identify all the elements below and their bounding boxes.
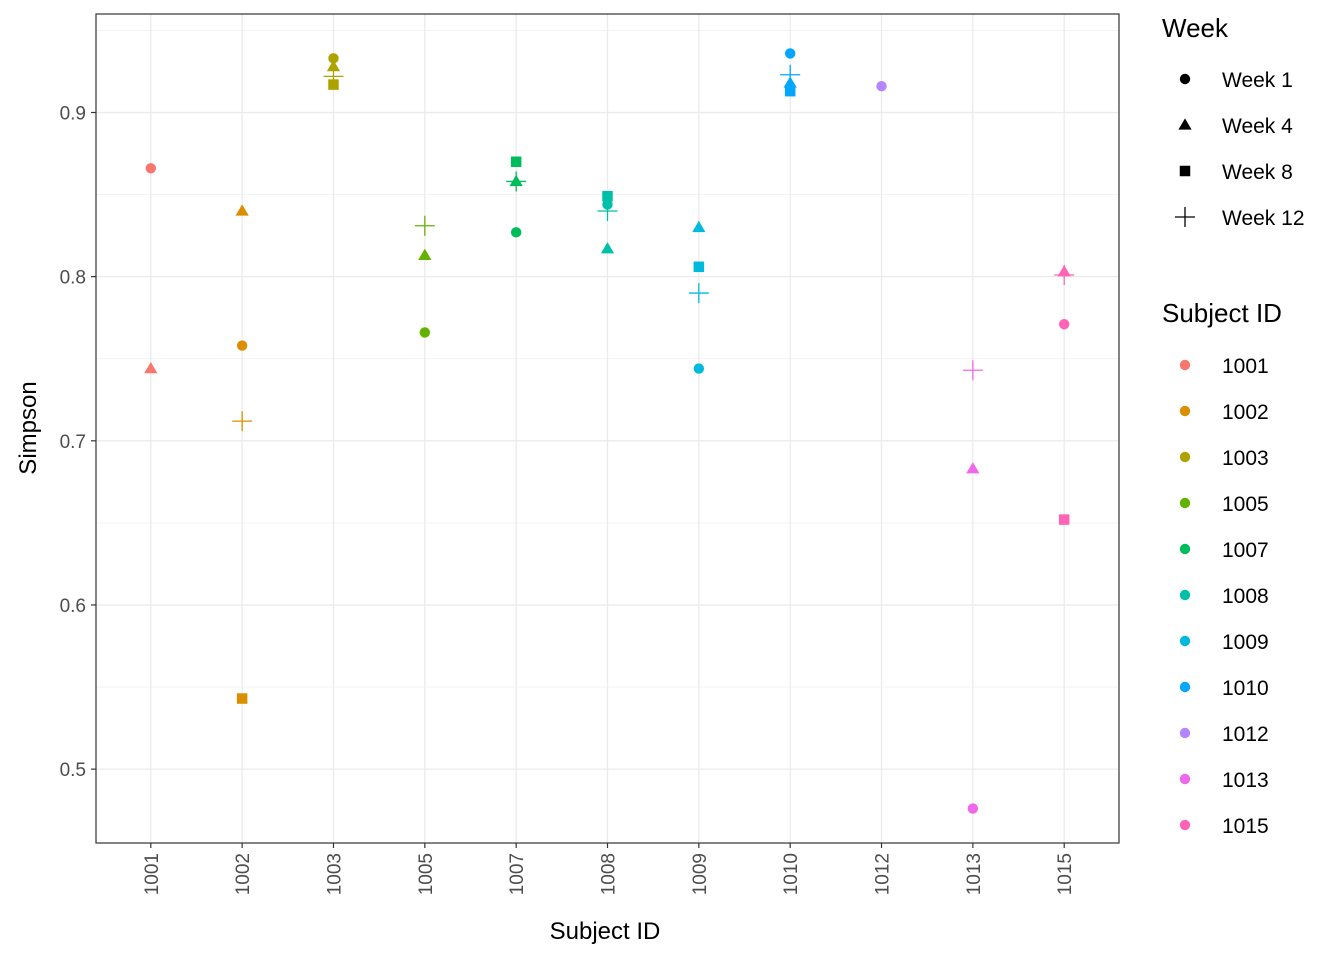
- legend-subject-label: 1003: [1222, 447, 1269, 470]
- data-point: [600, 242, 615, 254]
- x-tick-label: 1012: [873, 853, 894, 895]
- legend-subject-key: [1179, 359, 1191, 371]
- data-point: [510, 227, 522, 238]
- data-point: [1058, 514, 1070, 525]
- data-point: [145, 163, 157, 174]
- legend-subject-label: 1007: [1222, 539, 1269, 562]
- legend-subject-label: 1012: [1222, 723, 1269, 746]
- y-tick-label: 0.8: [60, 268, 86, 289]
- y-tick-label: 0.9: [60, 103, 86, 124]
- legend-subject-key: [1179, 497, 1191, 509]
- x-axis-title: Subject ID: [550, 918, 661, 945]
- data-point: [510, 156, 522, 167]
- legend-week-label: Week 4: [1222, 115, 1293, 138]
- x-tick-label: 1013: [964, 853, 985, 895]
- data-point: [1054, 265, 1075, 286]
- legend-subject-label: 1005: [1222, 493, 1269, 516]
- data-point: [235, 204, 249, 216]
- legend-subject-key: [1179, 635, 1191, 647]
- data-point: [876, 81, 887, 92]
- legend-week-key-circle: [1179, 73, 1191, 85]
- y-tick-label: 0.6: [60, 596, 86, 617]
- data-point: [966, 462, 980, 474]
- data-point: [418, 248, 432, 260]
- data-point: [326, 59, 341, 72]
- legend-subject-label: 1009: [1222, 631, 1269, 654]
- data-point: [419, 327, 431, 338]
- legend-week-key-triangle: [1178, 118, 1192, 130]
- data-point: [236, 340, 248, 351]
- x-tick-label: 1010: [781, 853, 802, 895]
- legend-subject-label: 1008: [1222, 585, 1269, 608]
- legend-subject-key: [1179, 543, 1191, 555]
- legend-week-key-square: [1179, 165, 1191, 177]
- legend-week-key-plus: [1175, 207, 1195, 227]
- y-axis-ticks: 0.5 0.6 0.7 0.8 0.9: [60, 103, 96, 781]
- legend-week-label: Week 8: [1222, 161, 1293, 184]
- data-point: [328, 53, 339, 64]
- data-point: [597, 200, 618, 221]
- legend-subject-key: [1179, 451, 1191, 463]
- data-point: [693, 363, 705, 374]
- data-point: [688, 283, 709, 304]
- data-point: [692, 220, 706, 233]
- legend-subject-label: 1002: [1222, 401, 1269, 424]
- data-point: [784, 48, 796, 59]
- legend-subject-id: Subject ID 1001 1002 1003 1005 1007 1008 1009 1…: [1162, 298, 1282, 838]
- x-tick-label: 1005: [416, 853, 437, 895]
- legend-subject-key: [1179, 773, 1191, 785]
- data-point: [414, 215, 435, 236]
- data-point: [1058, 319, 1070, 330]
- legend-subject-label: 1013: [1222, 769, 1269, 792]
- y-tick-label: 0.5: [60, 760, 86, 781]
- legend-week-label: Week 12: [1222, 207, 1305, 230]
- x-tick-label: 1001: [142, 853, 163, 895]
- legend-subject-key: [1179, 727, 1191, 739]
- legend-subject-key: [1179, 589, 1191, 601]
- x-axis-ticks: 1001 1002 1003 1005 1007 1008 1009 1010 1012 1013…: [142, 843, 1076, 895]
- legend-week-label: Week 1: [1222, 69, 1293, 92]
- y-axis-title: Simpson: [15, 381, 42, 474]
- data-point: [784, 85, 796, 97]
- data-point: [236, 693, 248, 704]
- y-tick-label: 0.7: [60, 432, 86, 453]
- legend-subject-label: 1010: [1222, 677, 1269, 700]
- data-point: [506, 171, 527, 192]
- data-point: [967, 803, 979, 814]
- x-tick-label: 1015: [1055, 853, 1076, 895]
- legend-subject-label: 1001: [1222, 355, 1269, 378]
- legend-subject-key: [1179, 681, 1191, 693]
- data-point: [232, 411, 253, 432]
- legend-subject-label: 1015: [1222, 815, 1269, 838]
- x-tick-label: 1003: [324, 853, 345, 895]
- legend-subject-key: [1179, 819, 1191, 831]
- data-point: [144, 361, 158, 374]
- x-tick-label: 1008: [599, 853, 620, 895]
- x-tick-label: 1009: [690, 853, 711, 895]
- data-point: [780, 64, 801, 85]
- data-point: [323, 66, 344, 87]
- data-point: [693, 261, 705, 273]
- x-tick-label: 1007: [507, 853, 528, 895]
- data-point: [962, 360, 983, 381]
- legend-week: Week Week 1 Week 4 Week 8 Week 12: [1162, 13, 1305, 230]
- x-tick-label: 1002: [233, 853, 254, 895]
- data-points: [144, 48, 1075, 814]
- legend-subject-title: Subject ID: [1162, 298, 1282, 328]
- data-point: [602, 190, 613, 202]
- legend-week-title: Week: [1162, 13, 1229, 43]
- legend-subject-key: [1179, 405, 1191, 417]
